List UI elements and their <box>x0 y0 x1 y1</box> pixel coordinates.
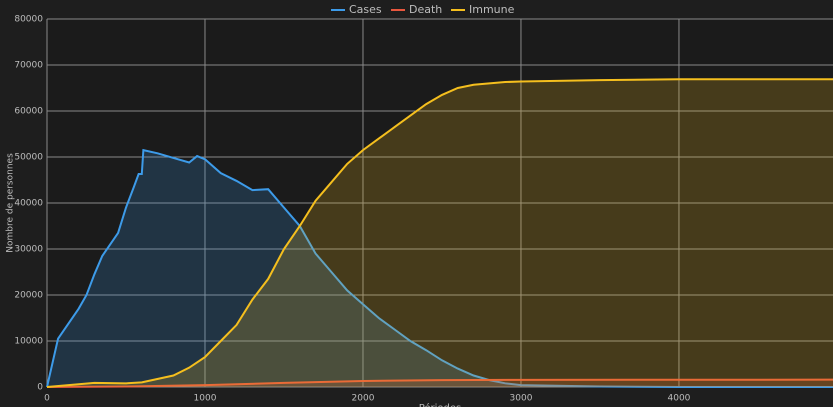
x-axis-label: Périodes <box>419 402 462 407</box>
legend-label: Death <box>409 3 442 16</box>
legend-label: Cases <box>349 3 382 16</box>
legend-label: Immune <box>469 3 515 16</box>
y-tick-label: 70000 <box>14 61 43 71</box>
y-tick-label: 0 <box>37 383 43 393</box>
area <box>47 79 833 387</box>
x-tick-label: 1000 <box>194 394 217 404</box>
y-tick-label: 10000 <box>14 337 43 347</box>
line <box>46 378 833 388</box>
area <box>47 379 833 387</box>
area <box>47 150 833 387</box>
y-tick-label: 30000 <box>14 245 43 255</box>
x-tick-label: 3000 <box>510 394 533 404</box>
x-tick-label: 4000 <box>668 394 691 404</box>
x-tick-label: 2000 <box>352 394 375 404</box>
y-axis-label: Nombre de personnes <box>6 153 16 253</box>
x-tick-label: 0 <box>44 394 50 404</box>
line <box>46 78 833 388</box>
y-tick-label: 40000 <box>14 199 43 209</box>
line <box>46 148 833 388</box>
y-tick-label: 80000 <box>14 15 43 25</box>
y-tick-label: 20000 <box>14 291 43 301</box>
y-tick-label: 60000 <box>14 107 43 117</box>
y-tick-label: 50000 <box>14 153 43 163</box>
